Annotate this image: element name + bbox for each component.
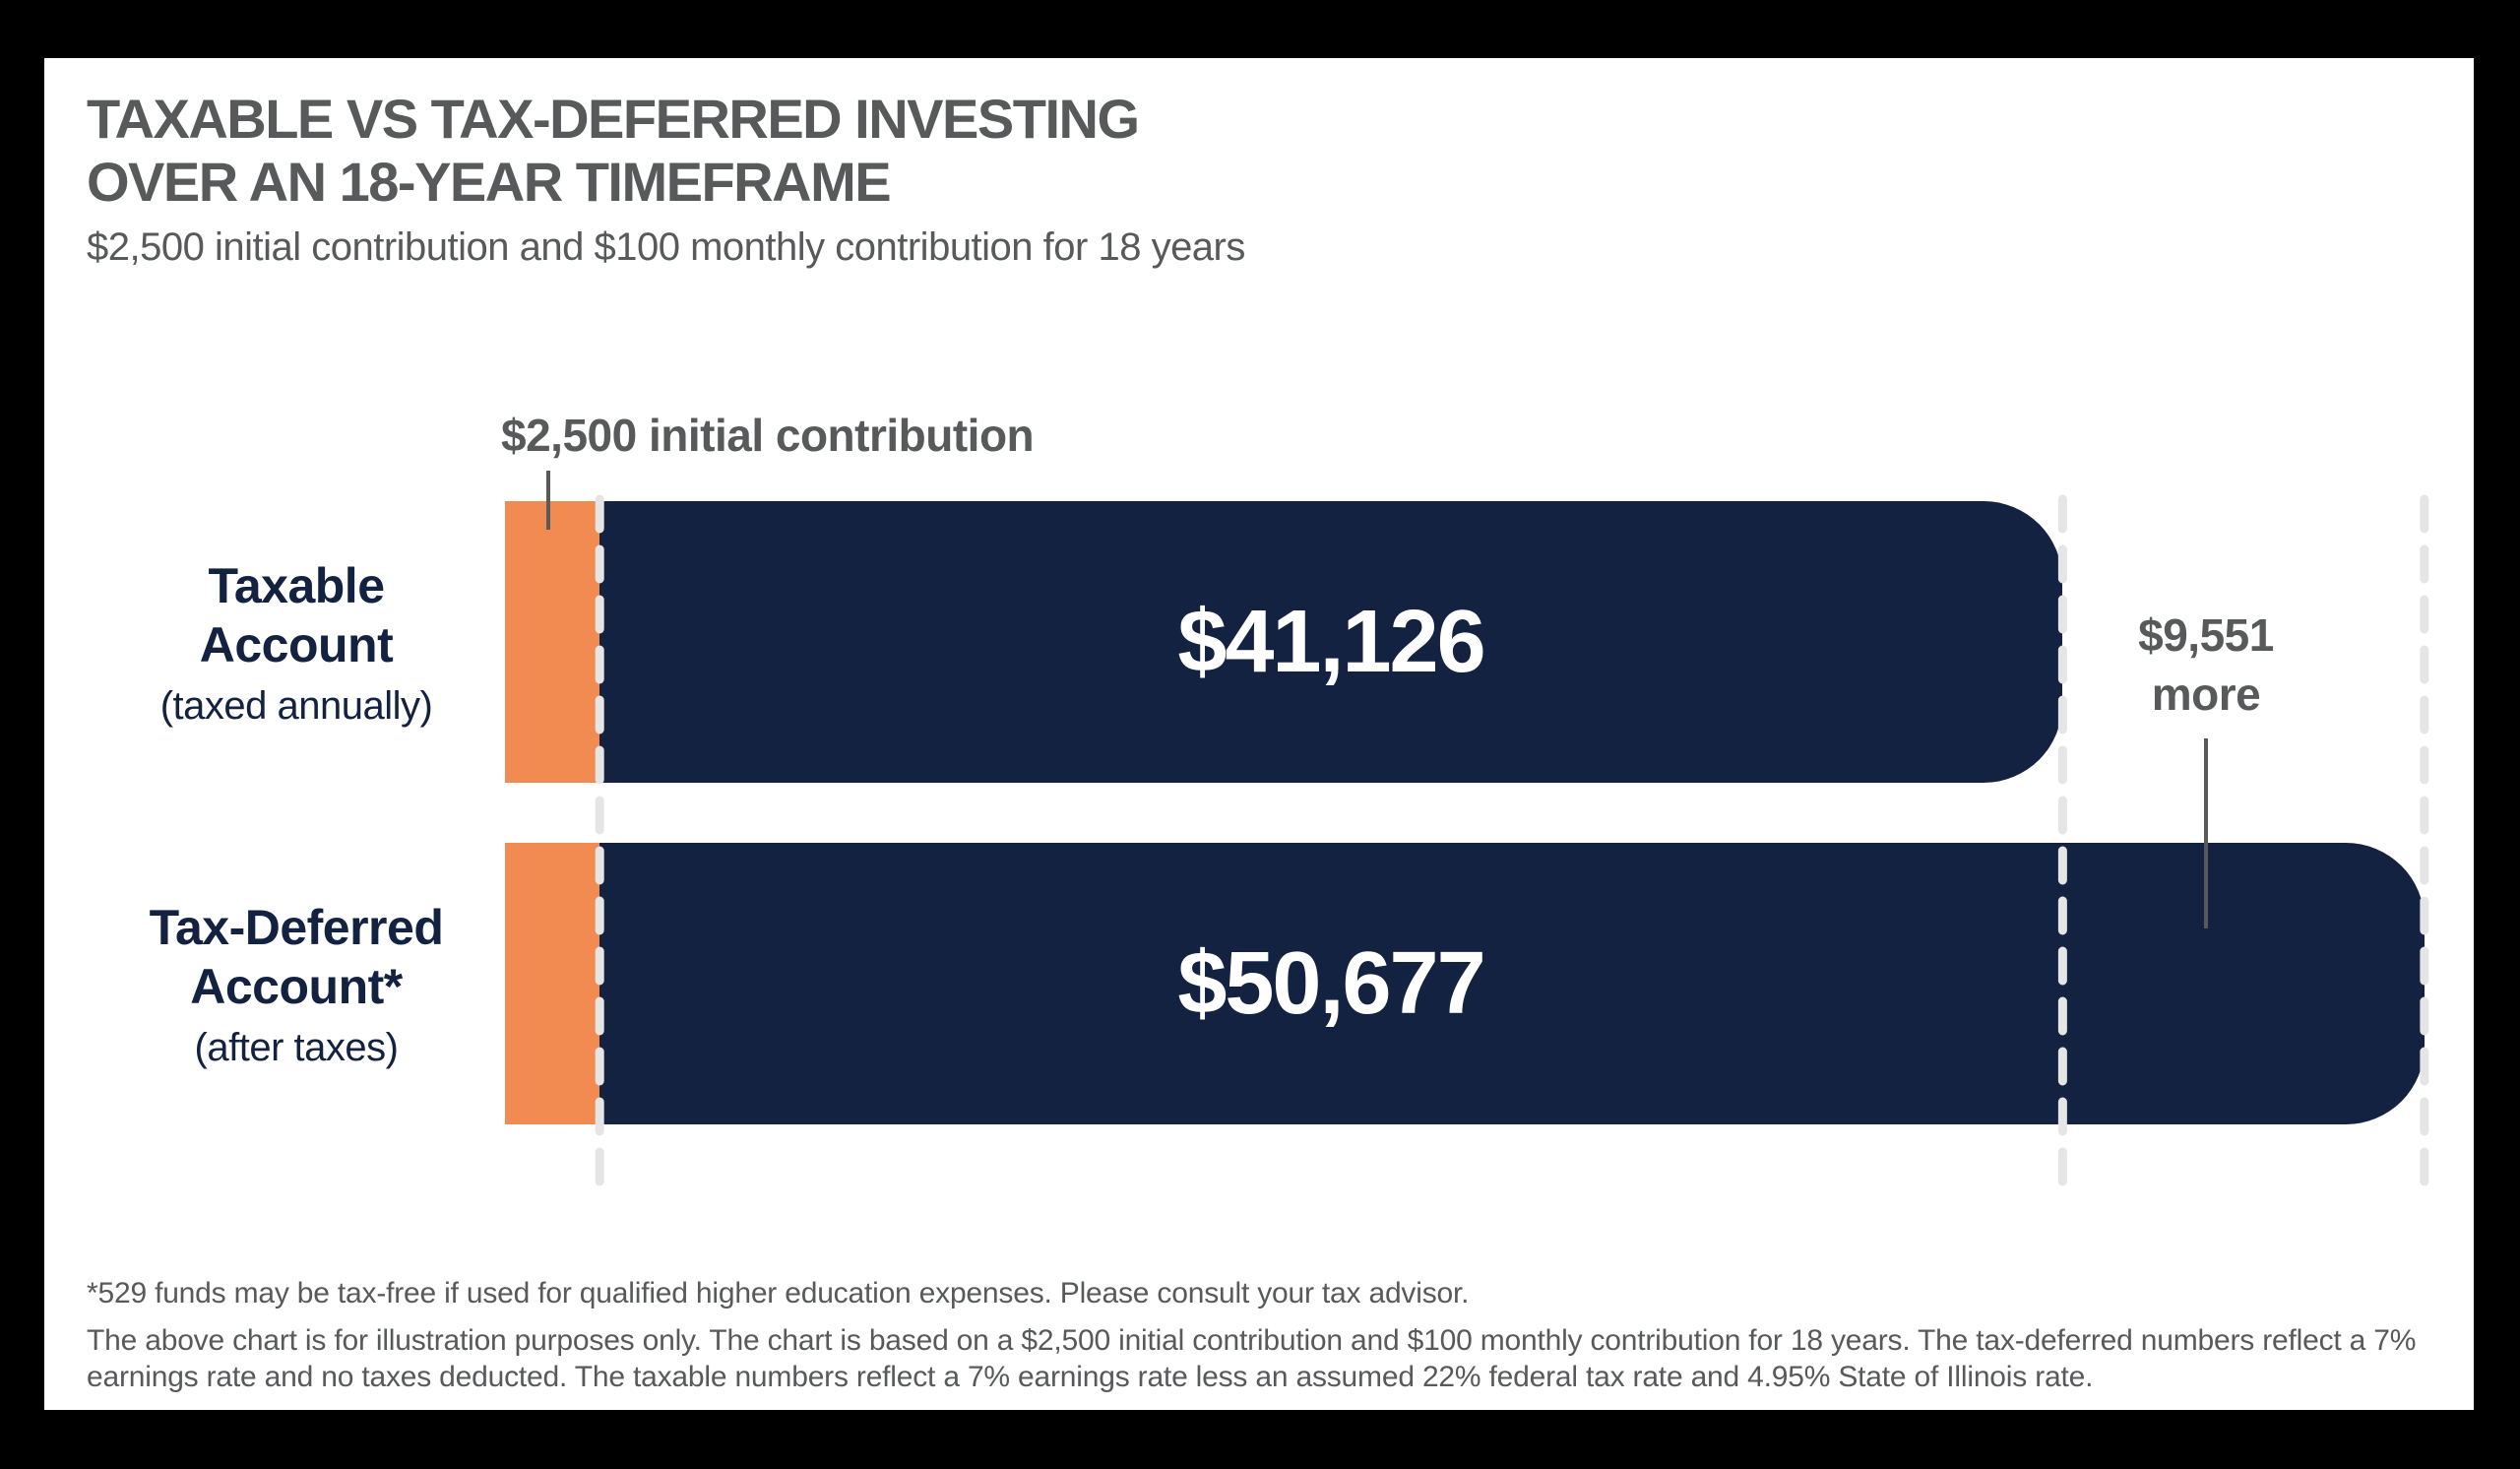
difference-annotation-word: more — [2151, 669, 2261, 720]
category-label-tax-deferred: Tax-Deferred Account* (after taxes) — [60, 843, 533, 1124]
difference-annotation: $9,551 more — [2009, 606, 2403, 724]
category-label-tax-deferred-line1: Tax-Deferred — [149, 899, 444, 955]
category-label-taxable-line1: Taxable — [208, 557, 386, 613]
difference-annotation-amount: $9,551 — [2138, 609, 2274, 661]
chart-subtitle: $2,500 initial contribution and $100 mon… — [87, 225, 1245, 269]
category-label-taxable-line2: Account — [199, 616, 394, 672]
chart-title-line2: OVER AN 18-YEAR TIMEFRAME — [87, 151, 892, 213]
bar-initial-contribution-segment — [505, 501, 599, 783]
chart-title-line1: TAXABLE VS TAX-DEFERRED INVESTING — [87, 88, 1140, 150]
category-label-tax-deferred-note: (after taxes) — [194, 1025, 399, 1069]
footnote-disclaimer: The above chart is for illustration purp… — [87, 1324, 2417, 1393]
footnote-529: *529 funds may be tax-free if used for q… — [87, 1277, 1470, 1309]
bar-initial-contribution-segment — [505, 843, 599, 1124]
bar-balance-segment — [599, 843, 2425, 1124]
category-label-taxable-note: (taxed annually) — [159, 683, 433, 728]
chart-title: TAXABLE VS TAX-DEFERRED INVESTING OVER A… — [87, 88, 1140, 214]
bar-tax-deferred-account — [505, 843, 2425, 1124]
infographic-card: TAXABLE VS TAX-DEFERRED INVESTING OVER A… — [44, 58, 2474, 1410]
bar-balance-segment — [599, 501, 2062, 783]
bar-taxable-account — [505, 501, 2062, 783]
initial-contribution-annotation: $2,500 initial contribution — [501, 410, 1035, 461]
category-label-taxable: Taxable Account (taxed annually) — [60, 501, 533, 783]
category-label-tax-deferred-line2: Account* — [190, 958, 403, 1014]
